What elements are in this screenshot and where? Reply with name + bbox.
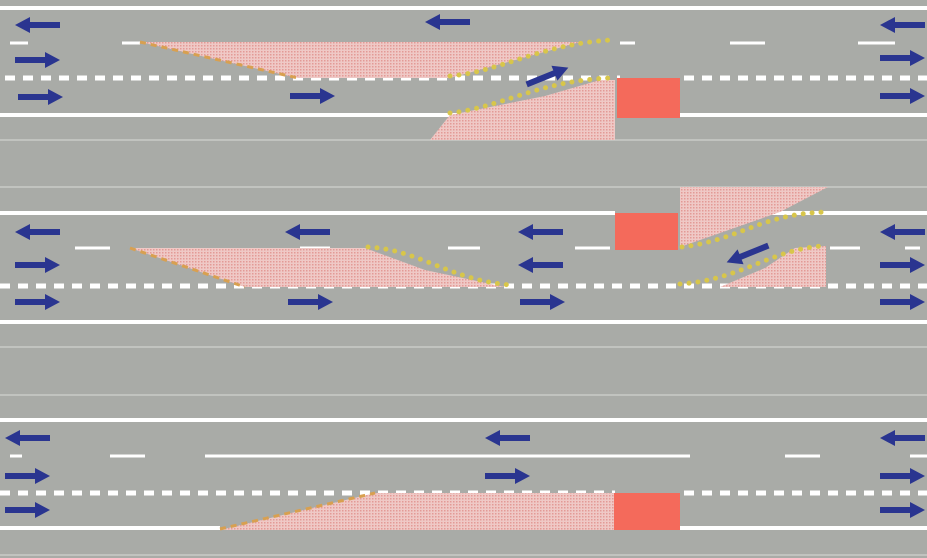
- hatched-area: [220, 493, 614, 530]
- direction-arrow: [18, 89, 63, 105]
- delineators: [679, 209, 829, 250]
- direction-arrow: [520, 294, 565, 310]
- taper-line: [139, 40, 299, 80]
- obstruction: [615, 213, 678, 250]
- direction-arrow: [288, 294, 333, 310]
- direction-arrow: [880, 502, 925, 518]
- direction-arrow: [5, 468, 50, 484]
- direction-arrow: [285, 224, 330, 240]
- panel-2: [0, 186, 927, 348]
- hatched-area: [720, 246, 826, 287]
- delineators: [677, 243, 825, 287]
- direction-arrow: [15, 224, 60, 240]
- taper-line: [219, 491, 376, 531]
- direction-arrow: [15, 294, 60, 310]
- direction-arrow: [880, 50, 925, 66]
- direction-arrow: [5, 502, 50, 518]
- direction-arrow: [880, 88, 925, 104]
- hatched-area: [140, 42, 580, 78]
- hatched-area: [430, 80, 615, 140]
- direction-arrow: [518, 257, 563, 273]
- taper-line: [129, 246, 246, 289]
- direction-arrow: [518, 224, 563, 240]
- direction-arrow: [15, 257, 60, 273]
- direction-arrow: [525, 65, 569, 88]
- delineators: [447, 75, 615, 116]
- panel-3: [0, 394, 927, 556]
- direction-arrow: [726, 242, 770, 265]
- direction-arrow: [485, 430, 530, 446]
- direction-arrow: [880, 430, 925, 446]
- direction-arrow: [15, 17, 60, 33]
- direction-arrow: [485, 468, 530, 484]
- direction-arrow: [880, 294, 925, 310]
- obstruction: [617, 78, 680, 118]
- direction-arrow: [880, 17, 925, 33]
- direction-arrow: [425, 14, 470, 30]
- obstruction: [614, 493, 680, 530]
- direction-arrow: [880, 224, 925, 240]
- delineators: [365, 244, 513, 288]
- direction-arrow: [880, 257, 925, 273]
- hatched-area: [680, 187, 828, 247]
- panel-1: [0, 6, 927, 141]
- direction-arrow: [880, 468, 925, 484]
- direction-arrow: [15, 52, 60, 68]
- delineators: [447, 37, 615, 79]
- hatched-area: [130, 248, 505, 287]
- direction-arrow: [5, 430, 50, 446]
- direction-arrow: [290, 88, 335, 104]
